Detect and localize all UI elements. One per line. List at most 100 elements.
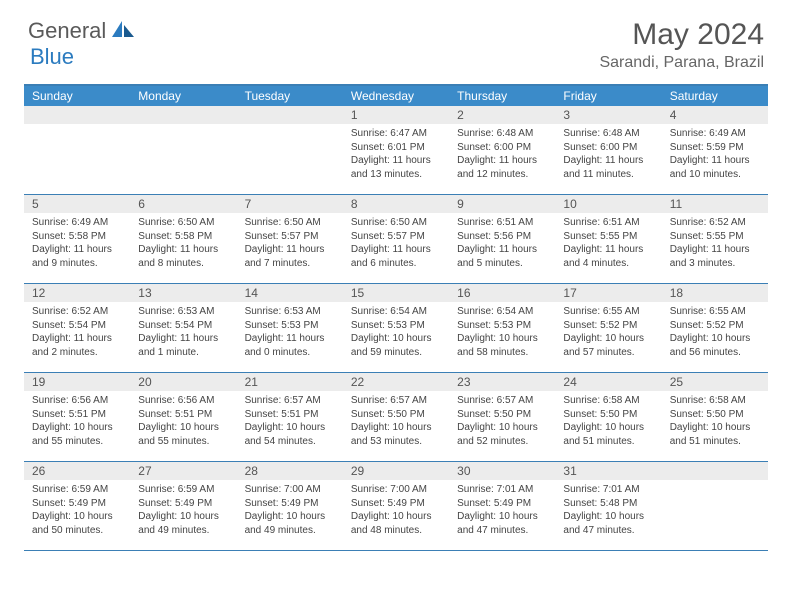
daylight-text: Daylight: 11 hours and 1 minute. — [138, 332, 228, 359]
day-number: 16 — [449, 284, 555, 302]
daylight-text: Daylight: 10 hours and 48 minutes. — [351, 510, 441, 537]
sunrise-text: Sunrise: 6:49 AM — [32, 216, 122, 230]
sunrise-text: Sunrise: 6:57 AM — [351, 394, 441, 408]
day-number: 3 — [555, 106, 661, 124]
daylight-text: Daylight: 10 hours and 47 minutes. — [457, 510, 547, 537]
day-cell: 16Sunrise: 6:54 AMSunset: 5:53 PMDayligh… — [449, 284, 555, 372]
day-cell: 13Sunrise: 6:53 AMSunset: 5:54 PMDayligh… — [130, 284, 236, 372]
day-cell: 26Sunrise: 6:59 AMSunset: 5:49 PMDayligh… — [24, 462, 130, 550]
day-detail: Sunrise: 7:01 AMSunset: 5:48 PMDaylight:… — [555, 480, 661, 537]
day-cell: 29Sunrise: 7:00 AMSunset: 5:49 PMDayligh… — [343, 462, 449, 550]
day-cell: 17Sunrise: 6:55 AMSunset: 5:52 PMDayligh… — [555, 284, 661, 372]
day-cell: 1Sunrise: 6:47 AMSunset: 6:01 PMDaylight… — [343, 106, 449, 194]
sunset-text: Sunset: 5:49 PM — [351, 497, 441, 511]
daylight-text: Daylight: 10 hours and 59 minutes. — [351, 332, 441, 359]
day-cell: 20Sunrise: 6:56 AMSunset: 5:51 PMDayligh… — [130, 373, 236, 461]
day-detail: Sunrise: 7:00 AMSunset: 5:49 PMDaylight:… — [343, 480, 449, 537]
day-cell: 14Sunrise: 6:53 AMSunset: 5:53 PMDayligh… — [237, 284, 343, 372]
day-cell: 11Sunrise: 6:52 AMSunset: 5:55 PMDayligh… — [662, 195, 768, 283]
day-number: 22 — [343, 373, 449, 391]
sunset-text: Sunset: 5:51 PM — [245, 408, 335, 422]
sunset-text: Sunset: 5:50 PM — [457, 408, 547, 422]
day-cell: 6Sunrise: 6:50 AMSunset: 5:58 PMDaylight… — [130, 195, 236, 283]
sunset-text: Sunset: 5:56 PM — [457, 230, 547, 244]
day-cell: 23Sunrise: 6:57 AMSunset: 5:50 PMDayligh… — [449, 373, 555, 461]
day-cell: 9Sunrise: 6:51 AMSunset: 5:56 PMDaylight… — [449, 195, 555, 283]
calendar: Sunday Monday Tuesday Wednesday Thursday… — [24, 84, 768, 551]
day-number: 18 — [662, 284, 768, 302]
day-cell: 28 Sunrise: 7:00 AMSunset: 5:49 PMDayligh… — [237, 462, 343, 550]
sunset-text: Sunset: 5:53 PM — [245, 319, 335, 333]
day-number: 12 — [24, 284, 130, 302]
empty-day-num — [130, 106, 236, 124]
daylight-text: Daylight: 11 hours and 11 minutes. — [563, 154, 653, 181]
day-detail: Sunrise: 6:52 AMSunset: 5:55 PMDaylight:… — [662, 213, 768, 270]
sunset-text: Sunset: 6:01 PM — [351, 141, 441, 155]
day-detail: Sunrise: 6:57 AMSunset: 5:51 PMDaylight:… — [237, 391, 343, 448]
day-cell: 18Sunrise: 6:55 AMSunset: 5:52 PMDayligh… — [662, 284, 768, 372]
daylight-text: Daylight: 10 hours and 49 minutes. — [245, 510, 335, 537]
sunrise-text: Sunrise: 7:01 AM — [457, 483, 547, 497]
sunrise-text: Sunrise: 6:55 AM — [563, 305, 653, 319]
day-number: 21 — [237, 373, 343, 391]
day-detail: Sunrise: 6:53 AMSunset: 5:53 PMDaylight:… — [237, 302, 343, 359]
daylight-text: Daylight: 10 hours and 53 minutes. — [351, 421, 441, 448]
day-detail: Sunrise: 6:56 AMSunset: 5:51 PMDaylight:… — [24, 391, 130, 448]
sunset-text: Sunset: 5:50 PM — [351, 408, 441, 422]
day-number: 19 — [24, 373, 130, 391]
day-cell: 31Sunrise: 7:01 AMSunset: 5:48 PMDayligh… — [555, 462, 661, 550]
day-header-row: Sunday Monday Tuesday Wednesday Thursday… — [24, 86, 768, 106]
sunset-text: Sunset: 5:55 PM — [563, 230, 653, 244]
day-number: 13 — [130, 284, 236, 302]
sunset-text: Sunset: 5:49 PM — [245, 497, 335, 511]
day-cell: 7Sunrise: 6:50 AMSunset: 5:57 PMDaylight… — [237, 195, 343, 283]
day-number: 27 — [130, 462, 236, 480]
sunrise-text: Sunrise: 6:59 AM — [138, 483, 228, 497]
sunrise-text: Sunrise: 6:51 AM — [457, 216, 547, 230]
day-detail: Sunrise: 6:54 AMSunset: 5:53 PMDaylight:… — [449, 302, 555, 359]
logo-text-first: General — [28, 18, 106, 44]
logo-second-line: Blue — [30, 44, 74, 70]
daylight-text: Daylight: 11 hours and 7 minutes. — [245, 243, 335, 270]
week-row: 26Sunrise: 6:59 AMSunset: 5:49 PMDayligh… — [24, 462, 768, 551]
day-cell: 22 Sunrise: 6:57 AMSunset: 5:50 PMDayligh… — [343, 373, 449, 461]
daylight-text: Daylight: 10 hours and 52 minutes. — [457, 421, 547, 448]
sunrise-text: Sunrise: 6:57 AM — [457, 394, 547, 408]
sunrise-text: Sunrise: 6:50 AM — [138, 216, 228, 230]
day-detail: Sunrise: 6:47 AMSunset: 6:01 PMDaylight:… — [343, 124, 449, 181]
sunrise-text: Sunrise: 6:54 AM — [457, 305, 547, 319]
week-row: 12Sunrise: 6:52 AMSunset: 5:54 PMDayligh… — [24, 284, 768, 373]
sunset-text: Sunset: 5:48 PM — [563, 497, 653, 511]
sunset-text: Sunset: 5:49 PM — [138, 497, 228, 511]
day-detail: Sunrise: 6:57 AMSunset: 5:50 PMDaylight:… — [449, 391, 555, 448]
sunset-text: Sunset: 5:57 PM — [245, 230, 335, 244]
daylight-text: Daylight: 10 hours and 58 minutes. — [457, 332, 547, 359]
day-number: 24 — [555, 373, 661, 391]
weeks-container: 1Sunrise: 6:47 AMSunset: 6:01 PMDaylight… — [24, 106, 768, 551]
day-number: 28 — [237, 462, 343, 480]
sunrise-text: Sunrise: 6:53 AM — [245, 305, 335, 319]
day-number: 31 — [555, 462, 661, 480]
sunset-text: Sunset: 5:58 PM — [32, 230, 122, 244]
day-number: 9 — [449, 195, 555, 213]
sunrise-text: Sunrise: 7:00 AM — [351, 483, 441, 497]
daylight-text: Daylight: 10 hours and 51 minutes. — [563, 421, 653, 448]
day-cell: 24Sunrise: 6:58 AMSunset: 5:50 PMDayligh… — [555, 373, 661, 461]
sunrise-text: Sunrise: 6:54 AM — [351, 305, 441, 319]
daylight-text: Daylight: 10 hours and 54 minutes. — [245, 421, 335, 448]
day-detail: Sunrise: 6:48 AMSunset: 6:00 PMDaylight:… — [555, 124, 661, 181]
daylight-text: Daylight: 10 hours and 56 minutes. — [670, 332, 760, 359]
sunrise-text: Sunrise: 6:52 AM — [670, 216, 760, 230]
sunrise-text: Sunrise: 6:49 AM — [670, 127, 760, 141]
day-detail: Sunrise: 6:54 AMSunset: 5:53 PMDaylight:… — [343, 302, 449, 359]
sunset-text: Sunset: 5:50 PM — [563, 408, 653, 422]
week-row: 19Sunrise: 6:56 AMSunset: 5:51 PMDayligh… — [24, 373, 768, 462]
week-row: 1Sunrise: 6:47 AMSunset: 6:01 PMDaylight… — [24, 106, 768, 195]
sunrise-text: Sunrise: 7:00 AM — [245, 483, 335, 497]
sunset-text: Sunset: 5:53 PM — [457, 319, 547, 333]
sunset-text: Sunset: 6:00 PM — [457, 141, 547, 155]
day-cell: 27Sunrise: 6:59 AMSunset: 5:49 PMDayligh… — [130, 462, 236, 550]
day-detail: Sunrise: 6:55 AMSunset: 5:52 PMDaylight:… — [662, 302, 768, 359]
day-cell: 10Sunrise: 6:51 AMSunset: 5:55 PMDayligh… — [555, 195, 661, 283]
day-cell: 15Sunrise: 6:54 AMSunset: 5:53 PMDayligh… — [343, 284, 449, 372]
